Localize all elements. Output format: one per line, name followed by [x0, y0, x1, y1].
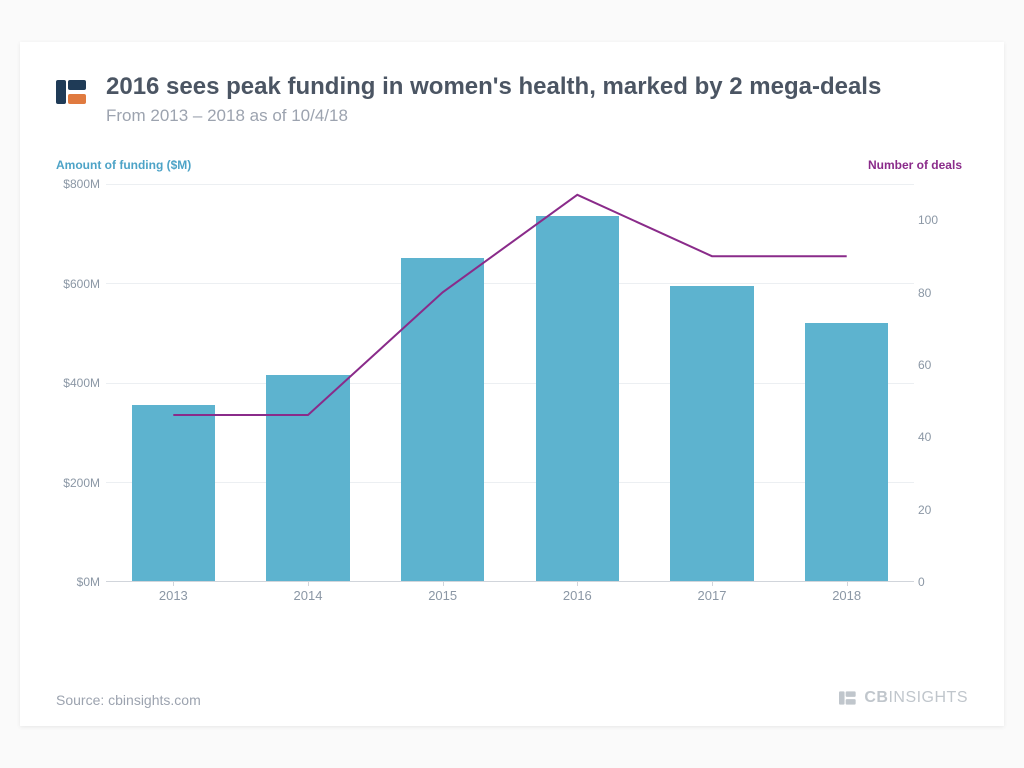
x-tick-label: 2015 [428, 588, 457, 603]
x-tick-label: 2014 [294, 588, 323, 603]
chart-subtitle: From 2013 – 2018 as of 10/4/18 [106, 106, 881, 126]
y-right-tick-label: 0 [918, 575, 962, 589]
y-right-tick-label: 20 [918, 503, 962, 517]
plot-area [106, 184, 914, 582]
brand-logo [56, 74, 92, 115]
brand-watermark: CBINSIGHTS [839, 688, 968, 708]
y-left-series-label: Amount of funding ($M) [56, 158, 191, 172]
y-right-tick-label: 60 [918, 358, 962, 372]
y-right-tick-label: 100 [918, 213, 962, 227]
y-right-series-label: Number of deals [868, 158, 962, 172]
y-right-tick-label: 80 [918, 286, 962, 300]
y-left-tick-label: $0M [56, 575, 100, 589]
y-right-tick-label: 40 [918, 430, 962, 444]
x-tick-label: 2013 [159, 588, 188, 603]
x-axis-labels: 2013 2014 2015 2016 2017 2018 [106, 588, 914, 608]
line-series [106, 184, 914, 581]
x-tick-label: 2016 [563, 588, 592, 603]
y-left-tick-label: $200M [56, 476, 100, 490]
chart-card: 2016 sees peak funding in women's health… [20, 42, 1004, 726]
y-left-tick-label: $600M [56, 277, 100, 291]
y-left-tick-label: $400M [56, 376, 100, 390]
x-tick-label: 2017 [698, 588, 727, 603]
brand-bold: CB [864, 689, 888, 706]
x-tick-label: 2018 [832, 588, 861, 603]
chart-title: 2016 sees peak funding in women's health… [106, 72, 881, 102]
header: 2016 sees peak funding in women's health… [56, 72, 968, 126]
source-text: Source: cbinsights.com [56, 692, 201, 708]
y-left-tick-label: $800M [56, 177, 100, 191]
chart-area: Amount of funding ($M) Number of deals 2… [56, 158, 968, 618]
brand-thin: INSIGHTS [888, 689, 968, 706]
